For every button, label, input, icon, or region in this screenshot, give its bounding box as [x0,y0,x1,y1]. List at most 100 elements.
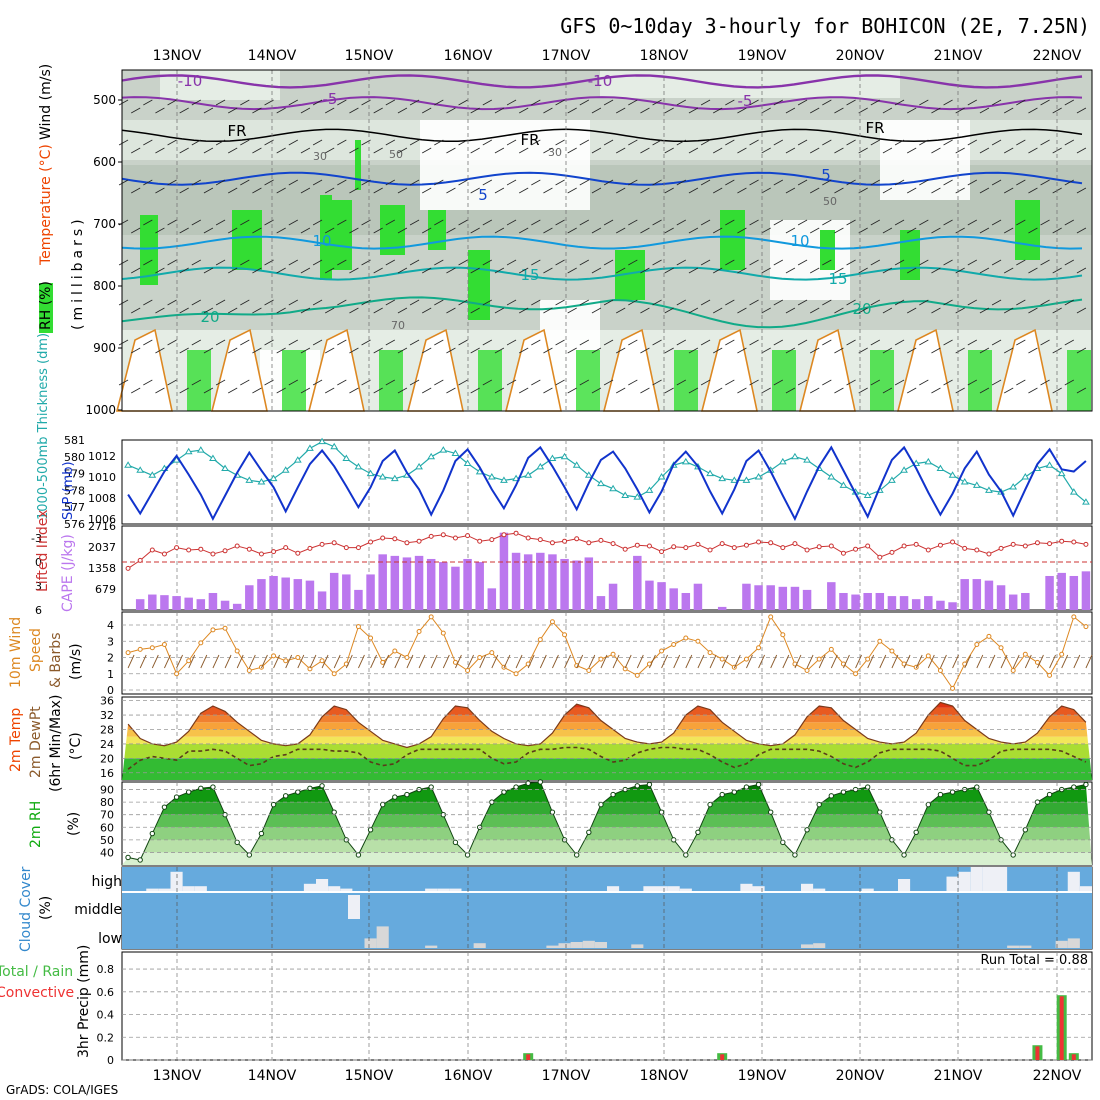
upper-wind-barb [579,339,590,346]
date-label-bottom: 20NOV [836,1068,885,1084]
temp-series [127,701,1087,749]
wind-barb [333,654,341,669]
upper-wind-barb [264,299,274,306]
wind-speed-marker [246,668,252,673]
upper-wind-barb [1064,219,1075,226]
cape-bar [148,594,157,610]
rh-saturated [674,350,698,411]
wind-speed-marker [671,642,677,647]
lifted-index-marker [804,547,810,553]
upper-wind-barb [737,227,747,234]
thickness-marker [415,462,423,470]
lifted-index-marker [174,545,180,551]
temp-tick-label: 20 [100,752,114,765]
cape-bar [293,579,303,610]
cape-bar [487,588,497,610]
upper-wind-barb [324,267,335,274]
wind-speed-marker [222,625,228,631]
wind-speed-marker [404,655,410,660]
upper-wind-barb [591,267,602,274]
rh-marker [864,784,871,790]
upper-wind-barb [870,299,881,306]
upper-wind-barb [1003,267,1014,274]
thickness-tick-label: 581 [64,434,85,447]
upper-wind-barb [409,339,420,346]
thickness-tick-label: 577 [64,501,85,514]
thickness-marker [245,476,254,483]
date-label-top: 14NOV [248,48,297,64]
cape-bar [536,552,545,610]
lifted-index-marker [610,541,616,547]
upper-wind-barb [434,259,444,266]
rh-marker [537,779,544,785]
upper-wind-barb [652,219,662,226]
upper-wind-barb [373,187,383,194]
wind-barb [406,654,414,669]
thickness-marker [354,462,363,470]
upper-wind-barb [894,379,905,386]
upper-wind-barb [955,187,965,194]
upper-wind-barb [397,347,408,354]
thickness-marker [330,442,339,450]
upper-wind-barb [591,387,602,394]
thickness-marker [427,452,436,460]
date-label-bottom: 22NOV [1033,1068,1082,1084]
cape-bar [317,591,327,610]
upper-wind-barb [179,347,189,354]
rh-marker [331,809,337,815]
wind-speed-marker [271,653,277,659]
contour-label: 20 [200,308,219,326]
upper-wind-barb [312,99,323,106]
upper-wind-barb [785,147,796,154]
precip-total-label: Total / Rain [0,964,73,980]
rh-saturated [900,230,920,280]
contour-label: 30 [313,150,327,163]
rh-marker [1046,791,1053,798]
lifted-index-marker [998,545,1004,551]
cloud-high-bar [316,879,329,891]
contour-label: 70 [391,319,405,332]
cape-bar [426,558,436,610]
lifted-index-marker [840,550,846,556]
rh-saturated [1067,350,1091,411]
cape-bar [208,592,218,610]
upper-wind-barb [385,179,396,186]
upper-wind-barb [385,219,396,226]
upper-wind-barb [712,107,723,114]
cape-bar [742,583,751,610]
upper-wind-barb [567,347,577,354]
upper-wind-barb [324,347,335,354]
cape-bar [681,592,691,610]
upper-wind-barb [991,259,1002,266]
upper-wind-barb [1028,227,1038,234]
upper-wind-barb [337,99,347,106]
upper-wind-barb [434,339,444,346]
upper-wind-barb [809,147,820,154]
cape-bar [172,596,181,610]
upper-wind-barb [191,379,202,386]
upper-wind-barb [1016,179,1026,186]
rh-saturated [355,140,361,190]
upper-wind-barb [312,139,323,146]
upper-wind-barb [761,267,771,274]
upper-wind-barb [676,179,687,186]
upper-wind-barb [1064,139,1075,146]
upper-wind-barb [215,339,226,346]
wind-barb [151,654,159,669]
upper-wind-barb [324,147,335,154]
upper-wind-barb [846,99,856,106]
upper-wind-barb [555,259,565,266]
date-label-bottom: 16NOV [444,1068,493,1084]
lifted-index-marker [1083,541,1089,547]
upper-wind-barb [203,307,214,314]
rh-tick-label: 80 [100,796,114,809]
upper-wind-barb [652,139,662,146]
contour-label: 30 [548,146,562,159]
wind-label-10m: 10m Wind [8,617,24,688]
thickness-marker [221,464,229,472]
thickness-marker [960,478,969,485]
precip-tick-label: 0.8 [97,963,115,976]
upper-wind-barb [700,339,711,346]
thickness-marker [366,469,375,477]
upper-wind-barb [518,227,529,234]
